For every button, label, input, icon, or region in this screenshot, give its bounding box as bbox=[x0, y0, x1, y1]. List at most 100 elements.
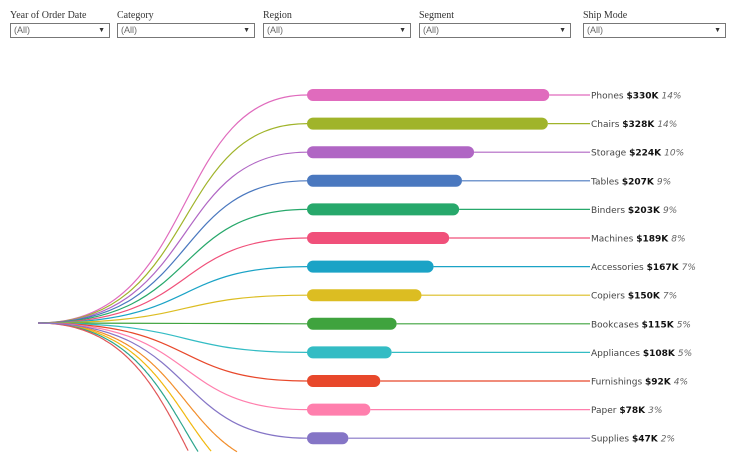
filter-dropdown[interactable]: (All) ▼ bbox=[263, 23, 411, 38]
flow-curve bbox=[37, 266, 308, 324]
value-label: $92K bbox=[645, 378, 672, 388]
category-label: Chairs bbox=[591, 120, 620, 130]
category-label: Paper bbox=[591, 406, 617, 416]
flow-curve bbox=[37, 322, 308, 411]
filter-region: Region (All) ▼ bbox=[263, 10, 411, 38]
flow-curve bbox=[37, 208, 308, 324]
category-label: Storage bbox=[591, 149, 627, 159]
bar-label: Tables $207K 9% bbox=[590, 177, 671, 187]
filter-category: Category (All) ▼ bbox=[117, 10, 255, 38]
value-label: $189K bbox=[636, 235, 669, 245]
value-label: $150K bbox=[628, 292, 661, 302]
bar bbox=[307, 432, 349, 445]
filter-value: (All) bbox=[423, 25, 439, 35]
filter-label: Region bbox=[263, 10, 292, 21]
category-label: Machines bbox=[591, 235, 634, 245]
percent-label: 7% bbox=[663, 292, 677, 302]
flow-curve bbox=[37, 151, 308, 324]
filter-value: (All) bbox=[121, 25, 137, 35]
flow-curve bbox=[37, 322, 308, 325]
flow-curve bbox=[37, 123, 308, 324]
bar-label: Chairs $328K 14% bbox=[591, 120, 677, 130]
filter-dropdown[interactable]: (All) ▼ bbox=[10, 23, 110, 38]
bar-label: Phones $330K 14% bbox=[591, 92, 682, 102]
flow-curve bbox=[37, 322, 308, 353]
bar bbox=[307, 375, 381, 387]
percent-label: 7% bbox=[682, 263, 696, 273]
percent-label: 5% bbox=[678, 349, 692, 359]
bar-label: Furnishings $92K 4% bbox=[591, 378, 688, 388]
percent-label: 9% bbox=[657, 177, 671, 187]
flow-curve bbox=[37, 322, 308, 439]
offscreen-flow-curve bbox=[38, 322, 212, 452]
dropdown-arrow-icon: ▼ bbox=[399, 27, 406, 34]
value-label: $330K bbox=[626, 92, 659, 102]
filter-dropdown[interactable]: (All) ▼ bbox=[583, 23, 726, 38]
bar-label: Storage $224K 10% bbox=[591, 149, 684, 159]
value-label: $167K bbox=[647, 263, 680, 273]
category-label: Supplies bbox=[591, 435, 629, 445]
filter-value: (All) bbox=[587, 25, 603, 35]
percent-label: 14% bbox=[657, 120, 677, 130]
filter-label: Year of Order Date bbox=[10, 10, 87, 21]
bar bbox=[307, 317, 397, 330]
category-label: Appliances bbox=[591, 349, 640, 359]
filter-value: (All) bbox=[14, 25, 30, 35]
offscreen-flow-curve bbox=[38, 322, 199, 452]
percent-label: 10% bbox=[664, 149, 684, 159]
percent-label: 2% bbox=[661, 435, 675, 445]
bar bbox=[307, 117, 548, 130]
bar-label: Supplies $47K 2% bbox=[591, 435, 675, 445]
bar bbox=[307, 289, 422, 302]
value-label: $78K bbox=[619, 406, 646, 416]
bar-label: Accessories $167K 7% bbox=[591, 263, 696, 273]
dropdown-arrow-icon: ▼ bbox=[714, 27, 721, 34]
filter-ship-mode: Ship Mode (All) ▼ bbox=[583, 10, 726, 38]
percent-label: 14% bbox=[661, 92, 681, 102]
filter-label: Segment bbox=[419, 10, 454, 21]
offscreen-flow-curve bbox=[38, 322, 238, 453]
bar-label: Appliances $108K 5% bbox=[591, 349, 692, 359]
bar bbox=[307, 232, 450, 244]
bar-label: Bookcases $115K 5% bbox=[591, 320, 691, 330]
filter-year-of-order-date: Year of Order Date (All) ▼ bbox=[10, 10, 110, 38]
value-label: $224K bbox=[629, 149, 662, 159]
bar bbox=[307, 174, 462, 187]
bar-label: Machines $189K 8% bbox=[591, 235, 686, 245]
bar bbox=[307, 89, 550, 101]
category-label: Binders bbox=[591, 206, 625, 216]
bar-label: Paper $78K 3% bbox=[591, 406, 662, 416]
percent-label: 8% bbox=[671, 235, 685, 245]
offscreen-flow-curve bbox=[38, 322, 189, 451]
category-label: Tables bbox=[590, 177, 619, 187]
filter-dropdown[interactable]: (All) ▼ bbox=[419, 23, 571, 38]
category-label: Bookcases bbox=[591, 320, 639, 330]
value-label: $108K bbox=[643, 349, 676, 359]
value-label: $328K bbox=[622, 120, 655, 130]
value-label: $207K bbox=[622, 177, 655, 187]
bar-label: Copiers $150K 7% bbox=[591, 292, 677, 302]
dropdown-arrow-icon: ▼ bbox=[243, 27, 250, 34]
bar bbox=[307, 203, 460, 216]
bar bbox=[307, 403, 371, 416]
value-label: $203K bbox=[628, 206, 661, 216]
flow-curve bbox=[37, 294, 308, 324]
value-label: $47K bbox=[632, 435, 659, 445]
percent-label: 3% bbox=[648, 406, 662, 416]
bar bbox=[307, 346, 392, 359]
filter-value: (All) bbox=[267, 25, 283, 35]
flow-curve bbox=[37, 322, 308, 382]
category-label: Furnishings bbox=[591, 378, 642, 388]
category-label: Accessories bbox=[591, 263, 644, 273]
filter-dropdown[interactable]: (All) ▼ bbox=[117, 23, 255, 38]
filter-label: Category bbox=[117, 10, 154, 21]
bar-label: Binders $203K 9% bbox=[591, 206, 677, 216]
category-label: Phones bbox=[591, 92, 624, 102]
flow-curve bbox=[37, 94, 308, 324]
filter-label: Ship Mode bbox=[583, 10, 628, 21]
flow-curve bbox=[37, 180, 308, 324]
bar bbox=[307, 260, 434, 273]
bar bbox=[307, 146, 475, 159]
category-label: Copiers bbox=[591, 292, 625, 302]
filter-segment: Segment (All) ▼ bbox=[419, 10, 571, 38]
